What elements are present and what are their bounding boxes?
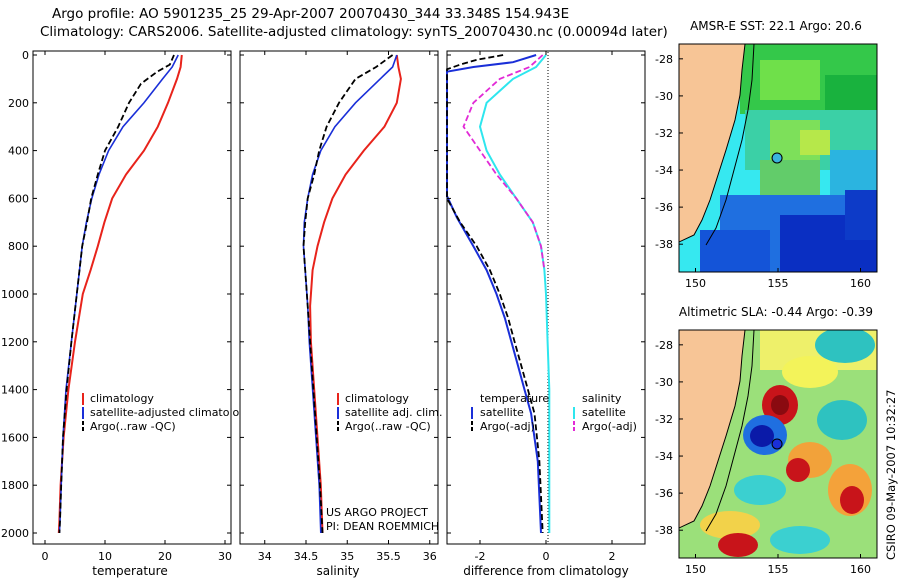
depth-tick-label: 600 xyxy=(8,192,29,205)
depth-tick-label: 0 xyxy=(22,49,29,62)
temperature-panel: 0 10 20 30 0 200 400 600 800 1000 1200 1400 1600 180… xyxy=(1,49,246,578)
temp-xtick-label: 20 xyxy=(158,550,172,563)
sla-lat-label: -36 xyxy=(655,487,673,500)
sst-map-title: AMSR-E SST: 22.1 Argo: 20.6 xyxy=(690,19,862,33)
pi-label: PI: DEAN ROEMMICH xyxy=(326,520,439,533)
sla-lon-label: 155 xyxy=(768,563,789,576)
legend-label-temp-satellite: satellite xyxy=(480,406,524,419)
difference-ticks: -2 0 2 xyxy=(447,51,645,563)
sst-lat-ticks: -28 -30 -32 -34 -36 -38 xyxy=(655,53,683,251)
sla-lat-label: -28 xyxy=(655,339,673,352)
sal-xtick-label: 35 xyxy=(340,550,354,563)
legend-label-sal-satellite: satellite xyxy=(582,406,626,419)
sla-lon-label: 160 xyxy=(850,563,871,576)
diff-series-temperature-argo-adj xyxy=(446,54,544,534)
credit-label: CSIRO 09-May-2007 10:32:27 xyxy=(884,389,898,561)
legend-title-salinity: salinity xyxy=(582,392,622,405)
sst-coastline-land xyxy=(679,44,746,243)
salinity-series-group xyxy=(302,54,402,534)
temperature-xlabel: temperature xyxy=(92,564,167,578)
sst-lat-label: -30 xyxy=(655,90,673,103)
legend-label-sal-argo: Argo(-adj) xyxy=(582,420,637,433)
depth-tick-label: 2000 xyxy=(1,527,29,540)
difference-series-group xyxy=(446,54,551,534)
sla-map: Altimetric SLA: -0.44 Argo: -0.39 -28- xyxy=(655,305,878,576)
diff-xtick-label: 2 xyxy=(609,550,616,563)
sla-lat-ticks: -28 -30 -32 -34 -36 -38 xyxy=(655,339,683,537)
sst-isobath xyxy=(705,44,755,246)
salinity-legend: climatology satellite adj. clim. Argo(..… xyxy=(337,392,442,433)
sst-lon-ticks: 150 155 160 xyxy=(685,268,871,290)
salinity-xlabel: salinity xyxy=(316,564,359,578)
legend-title-temperature: temperature xyxy=(480,392,549,405)
project-label: US ARGO PROJECT xyxy=(326,506,428,519)
sla-float-marker xyxy=(771,438,783,450)
legend-label-climatology: climatology xyxy=(90,392,154,405)
sst-lat-label: -32 xyxy=(655,127,673,140)
legend-label-satellite: satellite-adjusted climatolog xyxy=(90,406,246,419)
depth-axis-ticks: 0 200 400 600 800 1000 1200 1400 1600 1800 2000 xyxy=(1,49,29,540)
sla-coastline-land xyxy=(679,330,746,529)
temperature-series-group xyxy=(57,54,183,534)
diff-series-salinity-argo-adj xyxy=(462,54,546,271)
sla-lon-label: 150 xyxy=(685,563,706,576)
sal-xtick-label: 35.5 xyxy=(376,550,401,563)
sst-map: AMSR-E SST: 22.1 Argo: 20.6 -28 -30 -32 -34… xyxy=(655,19,878,290)
depth-tick-label: 200 xyxy=(8,97,29,110)
sla-map-title: Altimetric SLA: -0.44 Argo: -0.39 xyxy=(679,305,873,319)
depth-tick-label: 1800 xyxy=(1,479,29,492)
legend-label-argo: Argo(..raw -QC) xyxy=(90,420,176,433)
figure-title-line2: Climatology: CARS2006. Satellite-adjuste… xyxy=(40,24,668,40)
difference-legend: temperature satellite Argo(-adj) salinit… xyxy=(471,392,637,433)
difference-xlabel: difference from climatology xyxy=(463,564,629,578)
legend-label-climatology: climatology xyxy=(345,392,409,405)
sla-lat-label: -32 xyxy=(655,413,673,426)
diff-series-temperature-satellite xyxy=(446,54,542,534)
sla-lat-label: -38 xyxy=(655,524,673,537)
temp-xtick-label: 10 xyxy=(98,550,112,563)
sal-xtick-label: 34 xyxy=(258,550,272,563)
sst-lat-label: -28 xyxy=(655,53,673,66)
depth-tick-label: 1000 xyxy=(1,288,29,301)
sst-lon-label: 160 xyxy=(850,277,871,290)
salinity-panel: 34 34.5 35 35.5 36 salinity climatology sate… xyxy=(239,50,442,578)
temperature-legend: climatology satellite-adjusted climatolo… xyxy=(82,392,246,433)
sst-lat-label: -36 xyxy=(655,201,673,214)
depth-tick-label: 1600 xyxy=(1,431,29,444)
temperature-axes-frame xyxy=(32,50,232,545)
depth-tick-label: 800 xyxy=(8,240,29,253)
sal-xtick-label: 36 xyxy=(423,550,437,563)
figure-title-line1: Argo profile: AO 5901235_25 29-Apr-2007 … xyxy=(52,6,570,22)
sst-lat-label: -38 xyxy=(655,238,673,251)
sst-float-marker xyxy=(771,152,783,164)
sla-lat-label: -34 xyxy=(655,450,673,463)
temperature-ticks: 0 10 20 30 xyxy=(33,51,232,563)
legend-label-temp-argo: Argo(-adj) xyxy=(480,420,535,433)
depth-tick-label: 1200 xyxy=(1,336,29,349)
salinity-ticks: 34 34.5 35 35.5 36 xyxy=(240,51,438,563)
legend-label-satellite: satellite adj. clim. xyxy=(345,406,442,419)
sla-isobath xyxy=(705,330,755,532)
sst-lon-label: 150 xyxy=(685,277,706,290)
diff-xtick-label: 0 xyxy=(543,550,550,563)
sst-lat-label: -34 xyxy=(655,164,673,177)
sla-lon-ticks: 150 155 160 xyxy=(685,554,871,576)
legend-label-argo: Argo(..raw -QC) xyxy=(345,420,431,433)
salinity-axes-frame xyxy=(239,50,439,545)
sal-xtick-label: 34.5 xyxy=(294,550,319,563)
diff-xtick-label: -2 xyxy=(475,550,486,563)
temp-xtick-label: 0 xyxy=(42,550,49,563)
difference-panel: -2 0 2 difference from climatology tempera… xyxy=(446,50,646,578)
temp-series-argo-raw-qc xyxy=(58,54,175,534)
depth-tick-label: 400 xyxy=(8,145,29,158)
temp-xtick-label: 30 xyxy=(218,550,232,563)
depth-tick-label: 1400 xyxy=(1,384,29,397)
sal-series-argo-raw-qc xyxy=(302,54,394,534)
sla-lat-label: -30 xyxy=(655,376,673,389)
diff-series-salinity-satellite xyxy=(478,54,551,533)
sst-lon-label: 155 xyxy=(768,277,789,290)
